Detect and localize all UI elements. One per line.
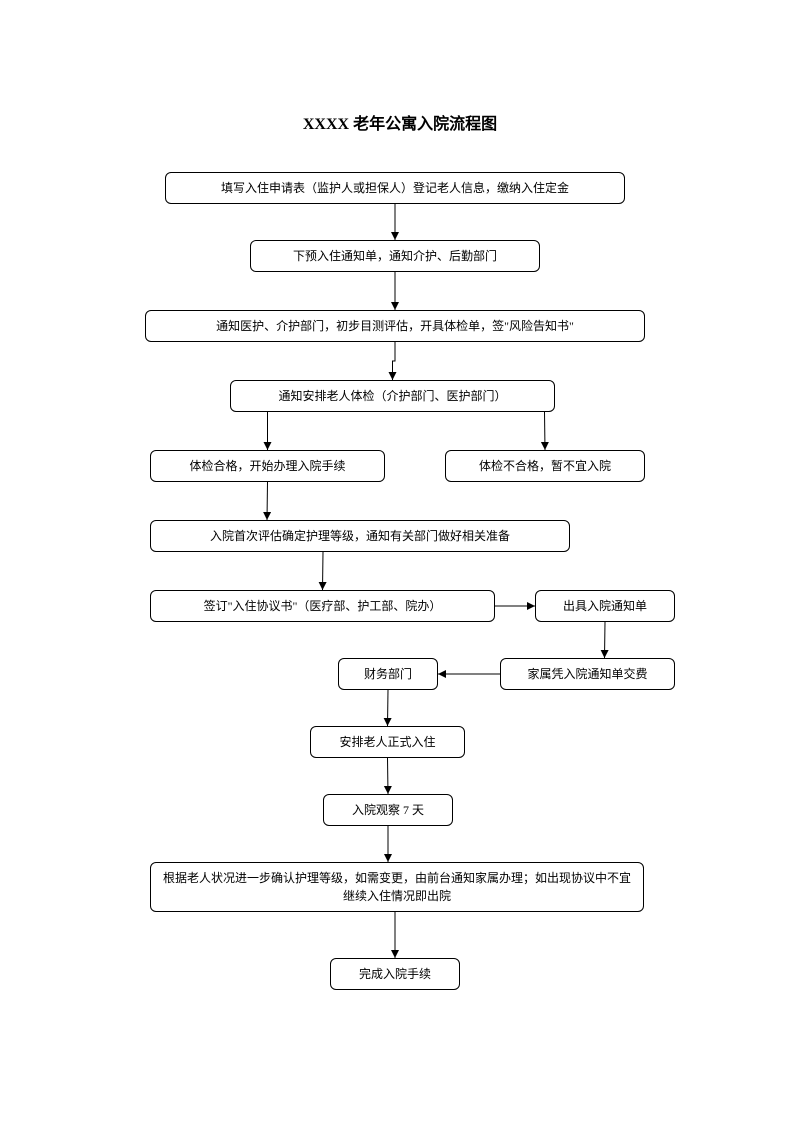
flow-edge xyxy=(267,482,268,520)
flow-edge xyxy=(323,552,324,590)
flow-node-n10: 家属凭入院通知单交费 xyxy=(500,658,675,690)
flow-node-n5: 体检不合格，暂不宜入院 xyxy=(445,450,645,482)
flow-edge xyxy=(545,412,546,450)
flow-edge xyxy=(388,690,389,726)
flow-node-n1: 下预入住通知单，通知介护、后勤部门 xyxy=(250,240,540,272)
flow-edge xyxy=(605,622,606,658)
flow-node-n11: 安排老人正式入住 xyxy=(310,726,465,758)
page-title: XXXX 老年公寓入院流程图 xyxy=(0,110,800,134)
flow-node-n14: 完成入院手续 xyxy=(330,958,460,990)
flow-node-n9: 财务部门 xyxy=(338,658,438,690)
flow-node-n0: 填写入住申请表（监护人或担保人）登记老人信息，缴纳入住定金 xyxy=(165,172,625,204)
flow-node-n12: 入院观察 7 天 xyxy=(323,794,453,826)
flow-node-n4: 体检合格，开始办理入院手续 xyxy=(150,450,385,482)
flow-edge xyxy=(388,758,389,794)
flow-node-n13: 根据老人状况进一步确认护理等级，如需变更，由前台通知家属办理；如出现协议中不宜继… xyxy=(150,862,644,912)
flow-node-n7: 签订"入住协议书"（医疗部、护工部、院办） xyxy=(150,590,495,622)
flow-node-n6: 入院首次评估确定护理等级，通知有关部门做好相关准备 xyxy=(150,520,570,552)
flow-edge xyxy=(393,342,396,380)
flow-node-n2: 通知医护、介护部门，初步目测评估，开具体检单，签"风险告知书" xyxy=(145,310,645,342)
flow-node-n3: 通知安排老人体检（介护部门、医护部门） xyxy=(230,380,555,412)
flow-node-n8: 出具入院通知单 xyxy=(535,590,675,622)
